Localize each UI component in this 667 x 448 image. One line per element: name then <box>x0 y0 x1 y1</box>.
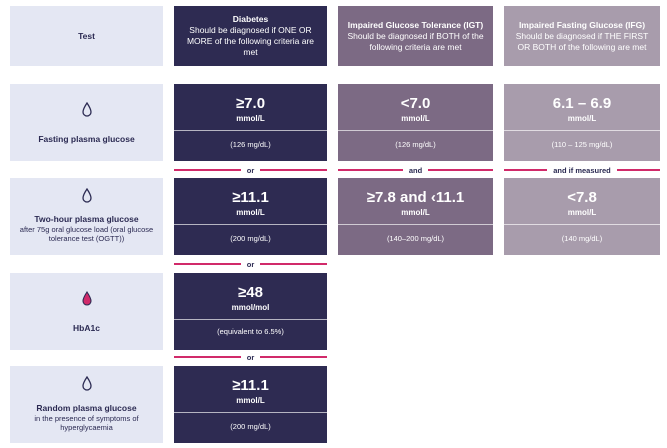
header-igt-title: Impaired Glucose Tolerance (IGT) <box>347 19 484 30</box>
cell-diabetes-hba1c: ≥48 mmol/mol (equivalent to 6.5%) <box>174 273 327 350</box>
separator-label: or <box>246 165 255 175</box>
header-diabetes-desc: Should be diagnosed if ONE OR MORE of th… <box>186 25 315 57</box>
divider <box>174 224 327 225</box>
divider <box>174 412 327 413</box>
cell-igt-fasting: <7.0 mmol/L (126 mg/dL) <box>338 84 493 161</box>
value-main: 6.1 – 6.9 <box>552 95 612 112</box>
separator-and-if-measured: and if measured <box>504 164 660 176</box>
header-igt: Impaired Glucose Tolerance (IGT) Should … <box>338 6 493 66</box>
separator-line <box>428 169 493 171</box>
value-unit: mmol/L <box>401 114 430 123</box>
test-two-hour: Two-hour plasma glucose after 75g oral g… <box>10 178 163 255</box>
test-hba1c: HbA1c <box>10 273 163 350</box>
divider <box>174 130 327 131</box>
separator-or: or <box>174 351 327 363</box>
cell-ifg-two-hour: <7.8 mmol/L (140 mg/dL) <box>504 178 660 255</box>
value-unit: mmol/L <box>236 396 265 405</box>
separator-line <box>174 356 241 358</box>
value-main: ≥7.8 and ‹11.1 <box>366 189 465 206</box>
divider <box>338 130 493 131</box>
header-test: Test <box>10 6 163 66</box>
value-main: ≥11.1 <box>232 377 269 394</box>
test-fasting-name: Fasting plasma glucose <box>38 134 135 144</box>
header-ifg-title: Impaired Fasting Glucose (IFG) <box>518 19 646 30</box>
header-ifg-desc: Should be diagnosed if THE FIRST OR BOTH… <box>515 30 649 52</box>
separator-line <box>174 263 241 265</box>
divider <box>174 319 327 320</box>
drop-filled-icon <box>81 291 92 306</box>
value-main: ≥48 <box>238 284 263 301</box>
drop-outline-icon <box>81 188 92 203</box>
separator-line <box>260 169 327 171</box>
test-fasting: Fasting plasma glucose <box>10 84 163 161</box>
value-main: <7.0 <box>400 95 431 112</box>
cell-ifg-fasting: 6.1 – 6.9 mmol/L (110 – 125 mg/dL) <box>504 84 660 161</box>
separator-line <box>260 356 327 358</box>
separator-line <box>260 263 327 265</box>
separator-line <box>174 169 241 171</box>
separator-and: and <box>338 164 493 176</box>
header-diabetes-title: Diabetes <box>232 14 269 24</box>
separator-label: or <box>246 352 255 362</box>
drop-outline-icon <box>81 102 92 117</box>
value-unit: mmol/L <box>236 208 265 217</box>
test-two-hour-desc: after 75g oral glucose load (oral glucos… <box>19 225 154 243</box>
value-main: ≥7.0 <box>235 95 266 112</box>
separator-line <box>338 169 403 171</box>
drop-outline-icon <box>81 376 92 391</box>
test-hba1c-name: HbA1c <box>73 323 100 333</box>
divider <box>504 224 660 225</box>
separator-label: or <box>246 259 255 269</box>
test-random: Random plasma glucose in the presence of… <box>10 366 163 443</box>
test-random-name: Random plasma glucose <box>36 403 137 413</box>
separator-or: or <box>174 258 327 270</box>
value-unit: mmol/mol <box>231 303 270 312</box>
separator-label: and if measured <box>553 165 611 175</box>
value-unit: mmol/L <box>236 114 265 123</box>
value-sub: (equivalent to 6.5%) <box>217 327 284 336</box>
separator-label: and <box>408 165 423 175</box>
divider <box>504 130 660 131</box>
value-sub: (200 mg/dL) <box>230 234 271 243</box>
test-two-hour-name: Two-hour plasma glucose <box>34 214 139 224</box>
value-unit: mmol/L <box>401 208 430 217</box>
cell-diabetes-random: ≥11.1 mmol/L (200 mg/dL) <box>174 366 327 443</box>
header-test-label: Test <box>78 30 95 41</box>
value-unit: mmol/L <box>567 114 597 123</box>
separator-or: or <box>174 164 327 176</box>
test-random-desc: in the presence of symptoms of hyperglyc… <box>34 414 139 432</box>
header-igt-desc: Should be diagnosed if BOTH of the follo… <box>347 30 484 52</box>
value-sub: (200 mg/dL) <box>230 422 271 431</box>
cell-diabetes-two-hour: ≥11.1 mmol/L (200 mg/dL) <box>174 178 327 255</box>
separator-line <box>504 169 548 171</box>
value-main: <7.8 <box>567 189 597 206</box>
divider <box>338 224 493 225</box>
value-sub: (126 mg/dL) <box>230 140 271 149</box>
value-main: ≥11.1 <box>232 189 269 206</box>
header-diabetes: Diabetes Should be diagnosed if ONE OR M… <box>174 6 327 66</box>
separator-line <box>616 169 660 171</box>
cell-diabetes-fasting: ≥7.0 mmol/L (126 mg/dL) <box>174 84 327 161</box>
header-ifg: Impaired Fasting Glucose (IFG) Should be… <box>504 6 660 66</box>
value-unit: mmol/L <box>567 208 597 217</box>
value-sub: (140–200 mg/dL) <box>386 234 445 243</box>
value-sub: (126 mg/dL) <box>395 140 436 149</box>
value-sub: (110 – 125 mg/dL) <box>551 140 613 149</box>
value-sub: (140 mg/dL) <box>561 234 603 243</box>
cell-igt-two-hour: ≥7.8 and ‹11.1 mmol/L (140–200 mg/dL) <box>338 178 493 255</box>
